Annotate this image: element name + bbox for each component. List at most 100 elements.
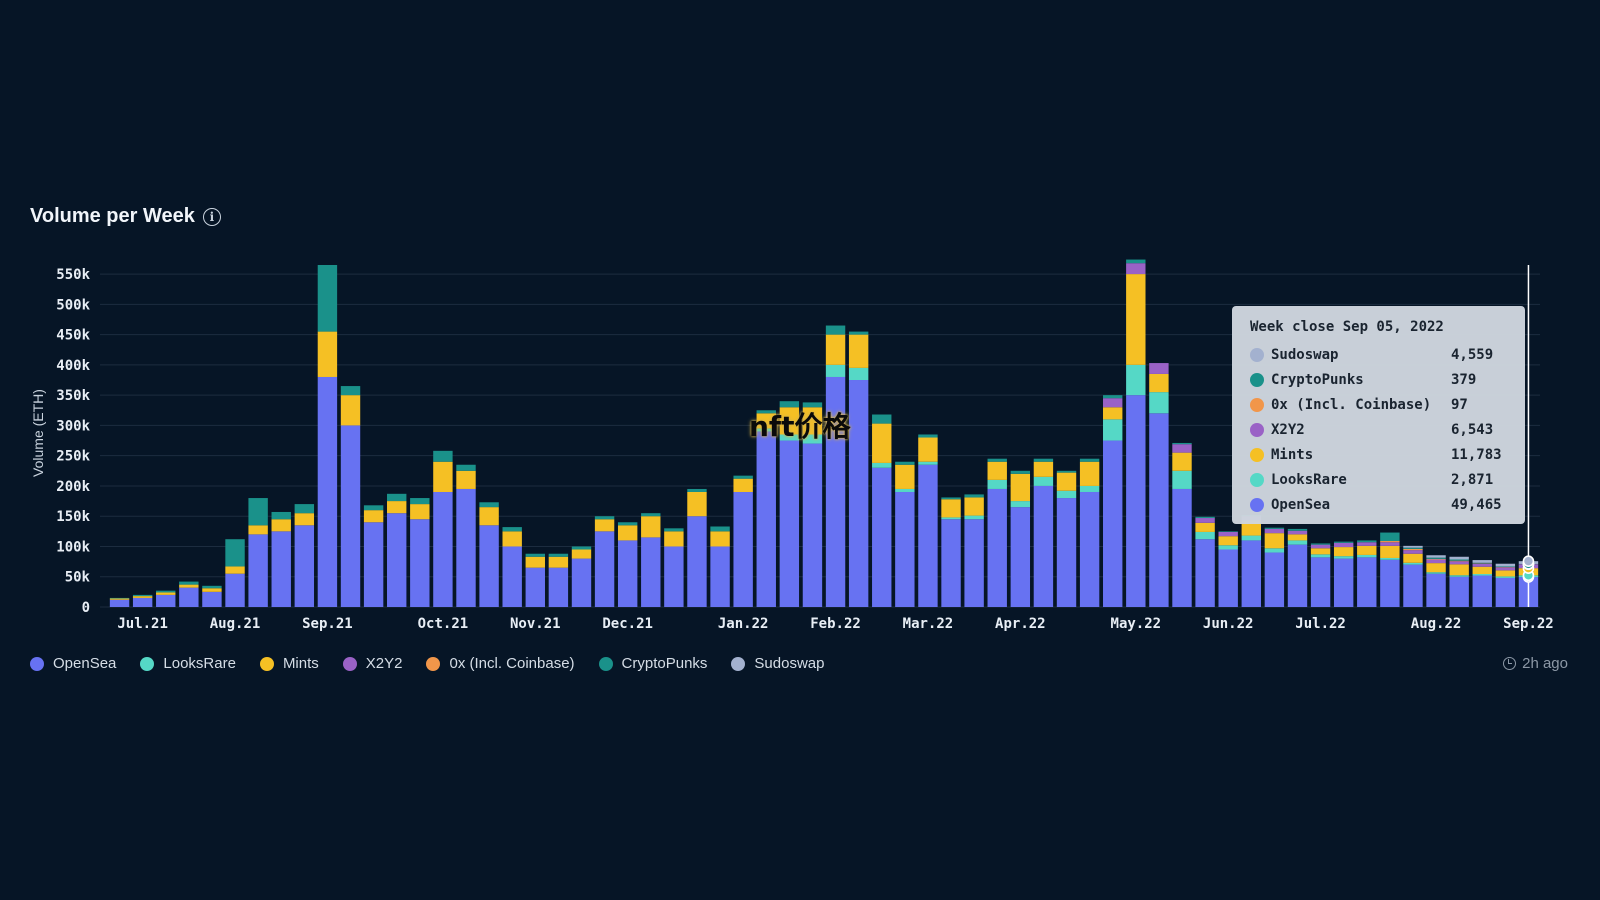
bar-segment-looksrare[interactable] (1472, 574, 1492, 576)
bar-segment-x2y2[interactable] (1472, 563, 1492, 567)
bar-segment-opensea[interactable] (1357, 557, 1377, 607)
bar-segment-mints[interactable] (687, 491, 707, 517)
bar-segment-looksrare[interactable] (1287, 540, 1308, 545)
week-bar[interactable] (710, 526, 730, 607)
bar-segment-mints[interactable] (848, 334, 869, 368)
bar-segment-opensea[interactable] (502, 546, 522, 607)
bar-segment-mints[interactable] (1310, 548, 1331, 555)
bar-segment-mints[interactable] (733, 478, 753, 492)
week-bar[interactable] (1357, 540, 1377, 607)
bar-segment-mints[interactable] (1010, 473, 1031, 502)
bar-segment-opensea[interactable] (1449, 576, 1469, 607)
bar-segment-looksrare[interactable] (1172, 470, 1192, 489)
week-bar[interactable] (964, 494, 984, 607)
bar-segment-cryptopunks[interactable] (825, 325, 846, 335)
legend-item[interactable]: LooksRare (140, 655, 236, 672)
bar-segment-opensea[interactable] (410, 519, 430, 607)
bar-segment-mints[interactable] (1426, 563, 1446, 573)
bar-segment-mints[interactable] (1195, 522, 1215, 532)
legend-item[interactable]: CryptoPunks (598, 655, 707, 672)
bar-segment-cryptopunks[interactable] (433, 450, 453, 462)
bar-segment-opensea[interactable] (248, 534, 268, 607)
bar-segment-mints[interactable] (294, 513, 315, 526)
bar-segment-0x-incl-coinbase-[interactable] (1426, 558, 1446, 560)
bar-segment-cryptopunks[interactable] (479, 502, 499, 508)
bar-segment-cryptopunks[interactable] (964, 494, 984, 498)
bar-segment-cryptopunks[interactable] (502, 527, 522, 532)
bar-segment-mints[interactable] (156, 592, 176, 595)
bar-segment-looksrare[interactable] (1056, 490, 1077, 499)
bar-segment-x2y2[interactable] (1403, 550, 1423, 554)
bar-segment-looksrare[interactable] (1264, 548, 1285, 553)
bar-segment-cryptopunks[interactable] (1033, 458, 1054, 462)
bar-segment-cryptopunks[interactable] (410, 498, 430, 505)
bar-segment-mints[interactable] (664, 531, 684, 547)
bar-segment-cryptopunks[interactable] (1264, 527, 1285, 529)
week-bar[interactable] (294, 504, 315, 607)
bar-segment-mints[interactable] (1449, 564, 1469, 576)
week-bar[interactable] (1310, 543, 1331, 607)
week-bar[interactable] (941, 497, 961, 607)
bars[interactable] (109, 259, 1539, 607)
bar-segment-opensea[interactable] (1218, 549, 1238, 607)
bar-segment-looksrare[interactable] (872, 462, 892, 468)
bar-segment-opensea[interactable] (1472, 575, 1492, 607)
bar-segment-mints[interactable] (1495, 570, 1516, 577)
bar-segment-cryptopunks[interactable] (594, 516, 615, 520)
bar-segment-cryptopunks[interactable] (1310, 543, 1331, 545)
bar-segment-sudoswap[interactable] (1472, 560, 1492, 563)
bar-segment-looksrare[interactable] (1357, 554, 1377, 558)
bar-segment-sudoswap[interactable] (1495, 563, 1516, 567)
week-bar[interactable] (802, 402, 823, 607)
bar-segment-mints[interactable] (941, 499, 961, 518)
bar-segment-looksrare[interactable] (1333, 556, 1354, 559)
bar-segment-mints[interactable] (872, 423, 892, 463)
bar-segment-cryptopunks[interactable] (617, 522, 638, 526)
bar-segment-opensea[interactable] (1079, 491, 1100, 607)
bar-segment-opensea[interactable] (294, 525, 315, 607)
bar-segment-mints[interactable] (502, 531, 522, 547)
bar-segment-opensea[interactable] (1056, 498, 1077, 607)
bar-segment-opensea[interactable] (641, 537, 661, 607)
bar-segment-mints[interactable] (1056, 472, 1077, 491)
info-icon[interactable]: i (202, 207, 221, 226)
bar-segment-opensea[interactable] (479, 525, 499, 607)
week-bar[interactable] (1126, 259, 1146, 607)
bar-segment-mints[interactable] (271, 519, 291, 532)
bar-segment-mints[interactable] (1126, 274, 1146, 365)
bar-segment-cryptopunks[interactable] (340, 386, 361, 396)
bar-segment-opensea[interactable] (525, 567, 545, 607)
week-bar[interactable] (733, 475, 753, 607)
week-bar[interactable] (1241, 514, 1261, 607)
bar-segment-cryptopunks[interactable] (225, 539, 245, 567)
week-bar[interactable] (548, 553, 569, 607)
bar-segment-opensea[interactable] (132, 597, 153, 607)
bar-segment-opensea[interactable] (895, 491, 915, 607)
bar-segment-opensea[interactable] (1333, 558, 1354, 607)
bar-segment-opensea[interactable] (756, 431, 776, 607)
bar-segment-x2y2[interactable] (1357, 542, 1377, 546)
bar-segment-x2y2[interactable] (1310, 544, 1331, 549)
bar-segment-cryptopunks[interactable] (687, 488, 707, 492)
bar-segment-opensea[interactable] (1310, 557, 1331, 607)
bar-segment-cryptopunks[interactable] (271, 511, 291, 520)
week-bar[interactable] (132, 594, 153, 607)
bar-segment-mints[interactable] (225, 566, 245, 574)
bar-segment-opensea[interactable] (617, 540, 638, 607)
bar-segment-cryptopunks[interactable] (941, 497, 961, 500)
week-bar[interactable] (1103, 395, 1123, 607)
bar-segment-mints[interactable] (1218, 536, 1238, 546)
week-bar[interactable] (1380, 532, 1400, 607)
bar-segment-0x-incl-coinbase-[interactable] (1380, 541, 1400, 543)
bar-segment-cryptopunks[interactable] (202, 585, 222, 589)
bar-segment-opensea[interactable] (1149, 413, 1169, 607)
week-bar[interactable] (687, 488, 707, 607)
bar-segment-opensea[interactable] (1403, 564, 1423, 607)
week-bar[interactable] (1056, 470, 1077, 607)
bar-segment-mints[interactable] (1403, 553, 1423, 563)
bar-segment-cryptopunks[interactable] (1287, 528, 1308, 531)
bar-segment-looksrare[interactable] (779, 434, 800, 441)
week-bar[interactable] (525, 553, 545, 607)
bar-segment-looksrare[interactable] (895, 488, 915, 492)
bar-segment-opensea[interactable] (1010, 507, 1031, 607)
